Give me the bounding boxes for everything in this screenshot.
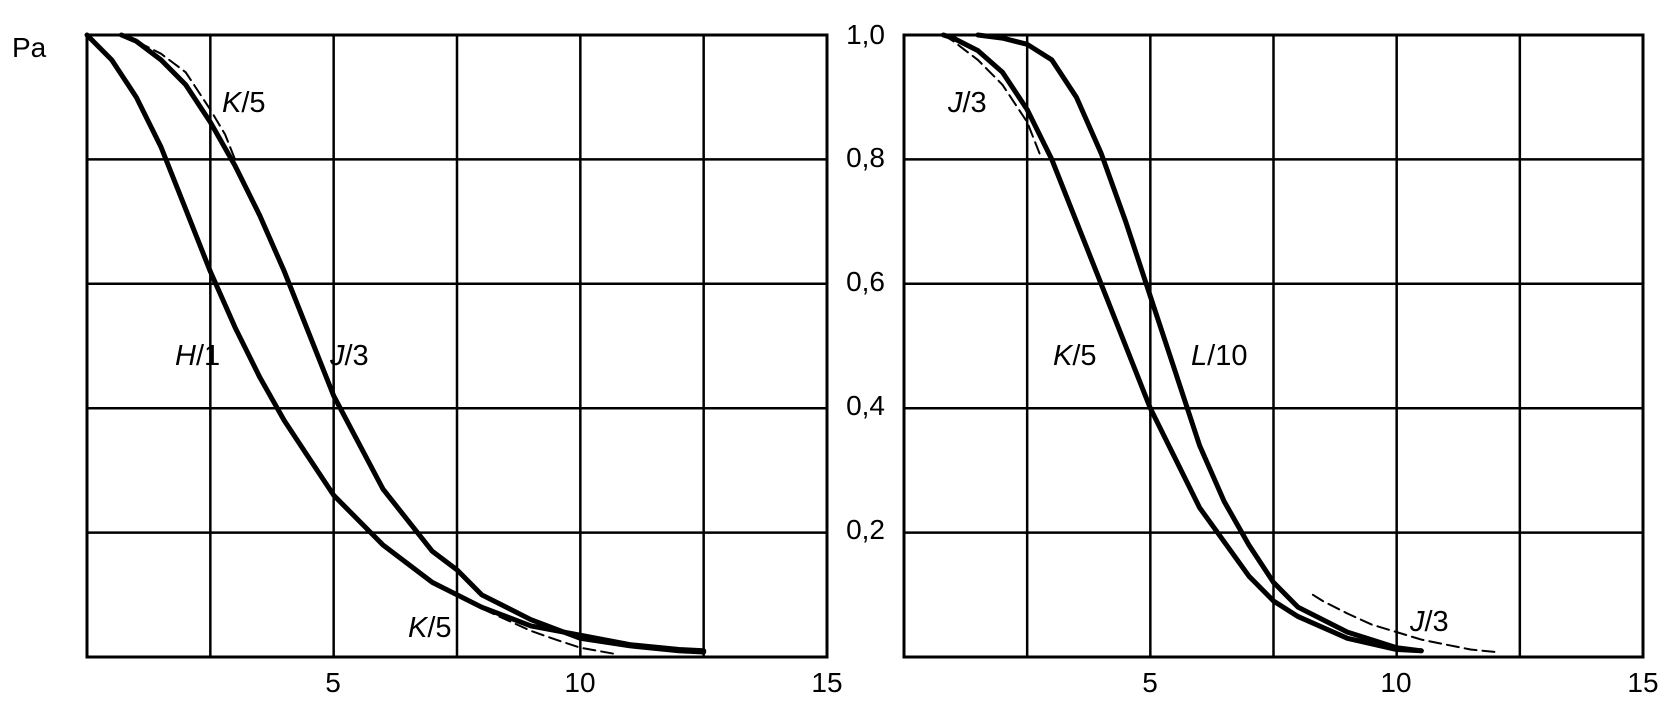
series-line-k5-2 [120, 34, 236, 161]
right-y-tick-0-6: 0,6 [846, 266, 885, 297]
right-panel: 1,0 0,8 0,6 0,4 0,2 5 10 15 J/3 K/5 L/10… [846, 19, 1659, 698]
right-label-j3-top: J/3 [947, 87, 987, 119]
left-label-k5-top: K/5 [222, 87, 266, 119]
right-series [940, 32, 1497, 654]
left-panel: Pa 5 10 15 K/5 H/1 J/3 K/5 [12, 32, 843, 698]
left-x-tick-10: 10 [564, 667, 595, 698]
right-x-tick-10: 10 [1380, 667, 1411, 698]
left-grid [85, 33, 829, 659]
left-label-j3: J/3 [329, 340, 369, 372]
right-label-l10: L/10 [1191, 340, 1247, 372]
right-y-tick-1-0: 1,0 [846, 19, 885, 50]
right-y-tick-0-4: 0,4 [846, 390, 885, 421]
right-y-tick-0-8: 0,8 [846, 142, 885, 173]
series-line-j3-3 [1311, 593, 1497, 653]
right-y-tick-0-2: 0,2 [846, 514, 885, 545]
plot-frame [902, 33, 1645, 659]
series-line-k5-0 [940, 32, 1424, 654]
left-series [84, 32, 707, 655]
right-label-k5: K/5 [1053, 340, 1097, 372]
series-line-h1-0 [84, 32, 707, 654]
left-y-axis-label: Pa [12, 32, 47, 63]
left-label-h1: H/1 [175, 340, 220, 372]
series-line-j3-1 [119, 32, 707, 655]
right-grid [902, 33, 1645, 659]
right-x-tick-5: 5 [1142, 667, 1158, 698]
plot-frame [85, 33, 829, 659]
series-line-l10-1 [975, 32, 1424, 654]
right-x-tick-15: 15 [1627, 667, 1658, 698]
left-x-tick-5: 5 [325, 667, 341, 698]
left-label-k5-bottom: K/5 [408, 612, 452, 644]
left-x-tick-15: 15 [811, 667, 842, 698]
series-line-j3-2 [942, 34, 1043, 161]
right-label-j3-bottom: J/3 [1409, 606, 1449, 638]
